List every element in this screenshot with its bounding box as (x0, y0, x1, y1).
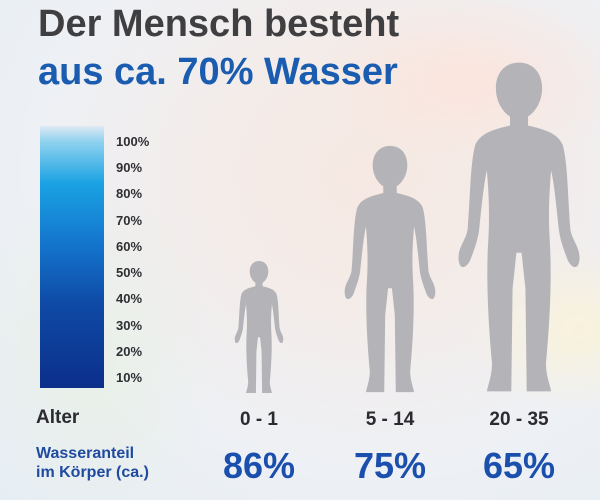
age-row-label: Alter (36, 407, 80, 428)
human-figure-3 (458, 62, 580, 392)
age-category-label: 5 - 14 (365, 409, 415, 430)
scale-label: 60% (116, 238, 143, 254)
scale-label: 50% (116, 265, 143, 281)
age-category-label: 20 - 35 (489, 409, 549, 430)
human-silhouette (234, 261, 284, 393)
human-silhouette (344, 145, 436, 393)
scale-label: 10% (116, 370, 143, 385)
water-percentage-label: 86% (222, 445, 296, 486)
human-figure-1 (234, 261, 284, 393)
water-share-label-line-1: Wasseranteil (36, 445, 135, 462)
age-category-label: 0 - 1 (239, 409, 279, 430)
water-percentage-label: 65% (482, 445, 556, 486)
water-share-label-line-2: im Körper (ca.) (36, 464, 149, 481)
scale-label: 70% (116, 212, 143, 228)
human-silhouette (458, 62, 580, 392)
water-scale-gradient-bar (40, 126, 104, 388)
scale-label: 30% (116, 317, 143, 333)
scale-label: 100% (116, 134, 150, 149)
title-line-1: Der Mensch besteht (38, 3, 400, 45)
water-percentage-label: 75% (353, 445, 427, 486)
human-figure-2 (344, 145, 436, 393)
scale-label: 90% (116, 160, 143, 176)
title-line-2: aus ca. 70% Wasser (38, 51, 398, 93)
water-share-row-label: Wasseranteil im Körper (ca.) (36, 444, 149, 482)
scale-label: 80% (116, 186, 143, 202)
scale-label: 20% (116, 343, 143, 359)
scale-label: 40% (116, 291, 143, 307)
